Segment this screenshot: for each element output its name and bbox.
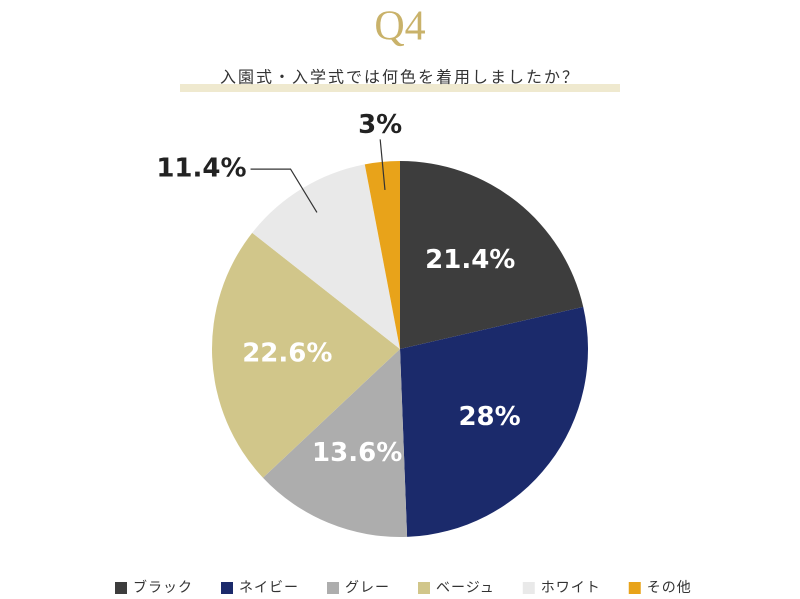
value-label: 13.6%: [312, 438, 402, 468]
legend-swatch: [628, 582, 641, 594]
leader-line: [379, 139, 386, 190]
chart-subtitle: 入園式・入学式では何色を着用しましたか？: [220, 68, 580, 87]
value-label: 28%: [458, 402, 520, 432]
pie-slice: [252, 164, 400, 349]
leader-line: [250, 168, 318, 213]
value-label: 21.4%: [425, 245, 515, 275]
legend-label: ブラック: [133, 579, 193, 596]
legend-label: ホワイト: [541, 580, 601, 596]
value-label: 11.4%: [156, 154, 246, 184]
pie-slice: [400, 306, 589, 537]
legend-swatch: [221, 582, 233, 594]
subtitle-highlight: [180, 84, 620, 92]
legend-swatch: [522, 582, 535, 594]
legend-label: ネイビー: [239, 580, 299, 596]
chart-title: Q4: [374, 4, 425, 50]
legend-swatch: [327, 582, 339, 594]
legend-swatch: [418, 582, 430, 594]
pie-slice: [262, 349, 408, 537]
value-label: 3%: [358, 110, 402, 140]
legend-swatch: [115, 582, 127, 594]
pie-slice: [211, 232, 400, 478]
value-label: 22.6%: [242, 338, 332, 368]
legend-label: グレー: [345, 580, 390, 596]
pie-slice: [364, 161, 400, 349]
pie-slice: [400, 161, 584, 349]
legend-label: その他: [647, 580, 692, 596]
legend-label: ベージュ: [436, 580, 495, 596]
